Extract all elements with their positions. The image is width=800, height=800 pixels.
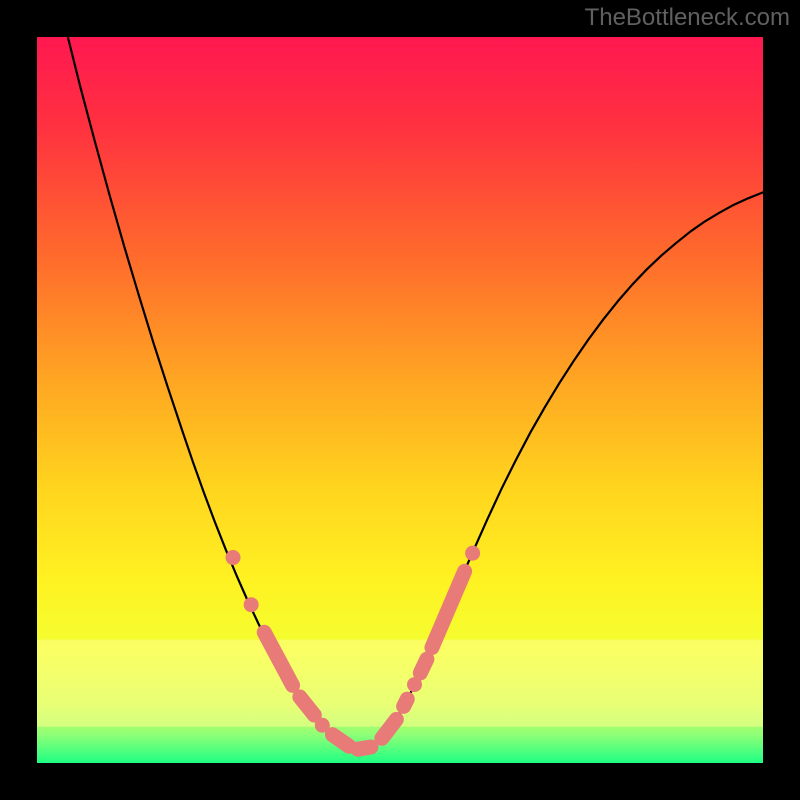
chart-frame: TheBottleneck.com (0, 0, 800, 800)
watermark-text: TheBottleneck.com (585, 4, 790, 32)
chart-plot-area (37, 37, 763, 763)
chart-svg (37, 37, 763, 763)
